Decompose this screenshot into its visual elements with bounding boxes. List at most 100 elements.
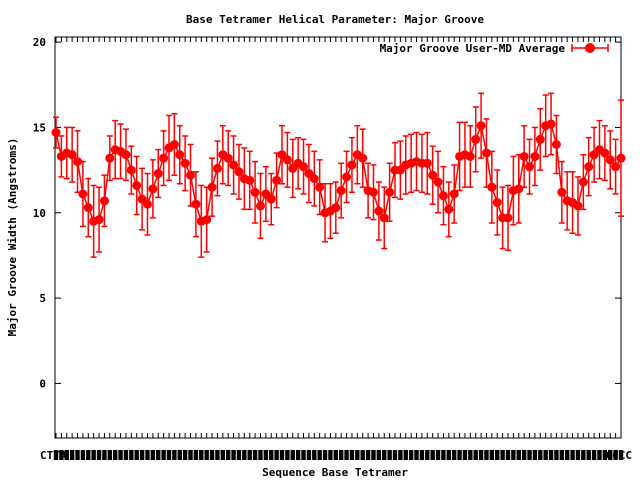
x-tick-label-glyph	[564, 450, 570, 460]
x-tick-label-glyph	[581, 450, 586, 460]
x-tick-label-glyph	[559, 450, 565, 460]
plot-frame	[54, 36, 622, 439]
x-tick-label-glyph	[538, 450, 543, 460]
x-tick-label-glyph	[505, 450, 511, 460]
data-point	[266, 194, 276, 204]
data-point	[525, 162, 535, 172]
x-tick-label-glyph	[220, 450, 226, 460]
x-tick-label-glyph	[59, 450, 64, 460]
x-tick-label-glyph	[64, 450, 69, 460]
x-tick-label-glyph	[177, 450, 182, 460]
data-point	[229, 160, 239, 170]
x-tick-label-glyph	[414, 450, 419, 460]
x-tick-label-glyph	[301, 450, 306, 460]
x-tick-label-glyph	[441, 450, 446, 460]
data-point	[99, 196, 109, 206]
x-tick-label-glyph	[317, 450, 322, 460]
x-tick-label-glyph	[231, 450, 236, 460]
x-tick-label-glyph	[376, 450, 382, 460]
data-point	[159, 153, 169, 163]
x-tick-label-glyph	[333, 450, 339, 460]
data-point	[385, 187, 395, 197]
data-point	[132, 180, 142, 190]
x-tick-label-glyph	[156, 450, 161, 460]
x-tick-label-glyph	[597, 450, 602, 460]
x-tick-label-glyph	[107, 450, 113, 460]
data-point	[78, 189, 88, 199]
x-tick-label-glyph	[344, 450, 349, 460]
data-point	[535, 134, 545, 144]
x-tick-label-glyph	[365, 450, 371, 460]
data-point	[379, 213, 389, 223]
data-point	[557, 187, 567, 197]
x-tick-label-glyph	[355, 450, 360, 460]
x-tick-label-glyph	[225, 450, 231, 460]
data-point	[175, 150, 185, 160]
x-tick-label-glyph	[575, 450, 581, 460]
x-tick-label-glyph	[419, 450, 425, 460]
x-tick-label-glyph	[478, 450, 484, 460]
x-tick-label-glyph	[322, 450, 328, 460]
data-point	[121, 150, 131, 160]
x-tick-label-glyph	[166, 450, 172, 460]
x-tick-label-glyph	[360, 450, 365, 460]
x-tick-label-glyph	[371, 450, 376, 460]
data-point	[487, 182, 497, 192]
data-point	[481, 148, 491, 158]
data-point	[368, 187, 378, 197]
data-point	[358, 153, 368, 163]
data-point	[605, 155, 615, 165]
x-tick-label-glyph	[446, 450, 452, 460]
x-tick-label-glyph	[86, 450, 91, 460]
data-point	[142, 199, 152, 209]
x-tick-label-glyph	[269, 450, 274, 460]
x-tick-label-glyph	[521, 450, 527, 460]
legend: Major Groove User-MD Average	[380, 42, 609, 55]
x-tick-label-glyph	[586, 450, 591, 460]
x-tick-label-glyph	[408, 450, 414, 460]
x-tick-label-glyph	[188, 450, 193, 460]
y-tick-label: 15	[33, 121, 46, 134]
data-point	[428, 170, 438, 180]
x-tick-label-glyph	[204, 450, 209, 460]
data-point	[315, 182, 325, 192]
data-point	[331, 203, 341, 213]
data-point	[245, 175, 255, 185]
legend-marker	[585, 43, 595, 53]
x-tick-label-glyph	[263, 450, 269, 460]
data-point	[299, 162, 309, 172]
data-point	[148, 184, 158, 194]
x-tick-label-glyph	[484, 450, 489, 460]
data-point	[309, 174, 319, 184]
x-tick-label-glyph	[215, 450, 220, 460]
x-tick-label-glyph	[489, 450, 495, 460]
data-point	[519, 151, 529, 161]
data-point	[471, 134, 481, 144]
chart-title: Base Tetramer Helical Parameter: Major G…	[186, 13, 484, 26]
series-line	[55, 123, 622, 223]
y-tick-label: 20	[33, 36, 46, 49]
x-tick-label-glyph	[554, 450, 559, 460]
data-point	[67, 150, 77, 160]
x-tick-label-glyph	[312, 450, 317, 460]
x-tick-label-glyph	[193, 450, 199, 460]
data-point	[94, 215, 104, 225]
x-tick-label-glyph	[53, 450, 59, 460]
x-tick-label-glyph	[392, 450, 398, 460]
x-tick-label-glyph	[602, 450, 608, 460]
data-point	[336, 186, 346, 196]
x-tick-label-glyph	[382, 450, 387, 460]
data-point	[207, 182, 217, 192]
data-point	[234, 167, 244, 177]
x-tick-label-glyph	[403, 450, 408, 460]
data-point	[503, 213, 513, 223]
data-points	[51, 119, 626, 226]
x-tick-label-glyph	[102, 450, 107, 460]
y-tick-label: 10	[33, 207, 46, 220]
x-tick-label-glyph	[75, 450, 80, 460]
data-point	[514, 184, 524, 194]
data-point	[465, 151, 475, 161]
x-tick-label-glyph	[457, 450, 462, 460]
data-point	[584, 162, 594, 172]
